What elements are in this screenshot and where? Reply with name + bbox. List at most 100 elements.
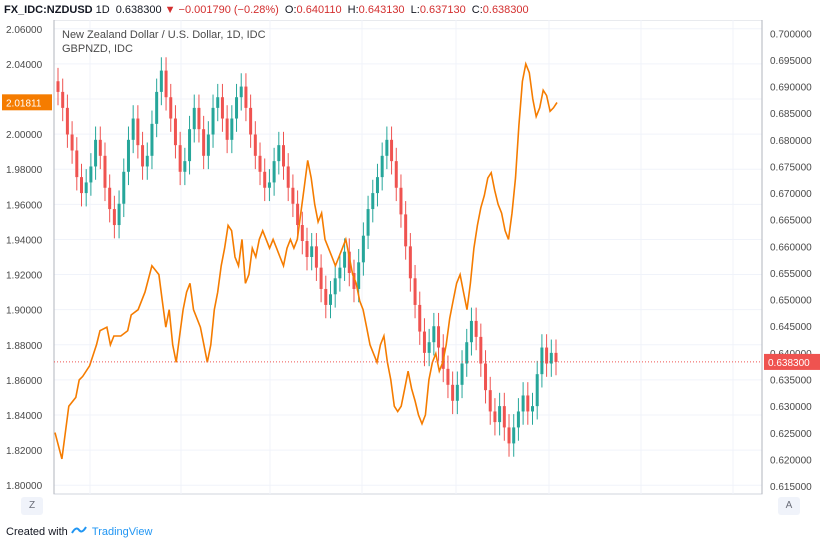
right-axis-tick: 0.650000 (770, 296, 812, 307)
candle-body (310, 246, 314, 257)
candle-body (390, 139, 394, 162)
last-price: 0.638300 (115, 4, 162, 16)
candle-body (446, 368, 450, 385)
candle-body (230, 118, 234, 140)
legend-compare-series[interactable]: GBPNZD, IDC (62, 43, 133, 55)
candle-body (469, 320, 473, 343)
candle-body (192, 107, 196, 130)
candle-body (79, 177, 83, 194)
candle-body (554, 352, 558, 362)
candle-body (531, 406, 535, 412)
candle-body (188, 129, 192, 162)
candle-body (357, 262, 361, 289)
candle-body (197, 107, 201, 130)
candle-body (98, 139, 102, 156)
candle-body (328, 294, 332, 305)
candle-body (314, 246, 318, 268)
current-price-label: 0.638300 (768, 358, 810, 369)
candle-body (263, 171, 267, 188)
candle-body (479, 336, 483, 364)
close-label: C: (471, 4, 483, 16)
candle-body (549, 352, 553, 364)
price-change: −0.001790 (−0.28%) (178, 4, 279, 16)
candle-body (427, 342, 431, 353)
right-axis-tick: 0.685000 (770, 109, 812, 120)
candle-body (535, 374, 539, 407)
candle-body (474, 320, 478, 337)
candle-body (183, 161, 187, 172)
tradingview-link[interactable]: TradingView (91, 526, 153, 538)
left-axis-tick: 2.06000 (6, 25, 43, 36)
candle-body (352, 272, 356, 289)
candle-body (437, 326, 441, 348)
candle-body (305, 241, 309, 257)
candle-body (375, 177, 379, 194)
candle-body (347, 251, 351, 273)
candle-body (272, 161, 276, 183)
compare-price-label: 2.01811 (6, 98, 42, 109)
candle-body (249, 107, 253, 135)
candle-body (75, 150, 79, 178)
candle-body (65, 107, 69, 135)
candle-body (333, 278, 337, 295)
right-axis-tick: 0.690000 (770, 83, 812, 94)
candle-body (498, 406, 502, 423)
candle-body (235, 97, 239, 119)
candle-body (516, 411, 520, 428)
candle-body (343, 251, 347, 268)
right-axis-tick: 0.670000 (770, 189, 812, 200)
candle-body (216, 97, 220, 108)
candle-body (484, 363, 488, 391)
right-axis-tick: 0.645000 (770, 322, 812, 333)
candle-body (202, 129, 206, 156)
candle-body (159, 70, 163, 92)
left-axis-tick: 1.96000 (6, 200, 43, 211)
left-axis-tick: 1.80000 (6, 481, 43, 492)
candle-body (253, 134, 257, 156)
open-label: O: (284, 4, 297, 16)
close-value: 0.638300 (482, 4, 529, 16)
candle-body (108, 187, 112, 210)
candle-body (371, 193, 375, 210)
legend-main-series[interactable]: New Zealand Dollar / U.S. Dollar, 1D, ID… (62, 29, 266, 41)
auto-scale-toggle[interactable]: A (778, 497, 800, 515)
candle-body (103, 155, 107, 188)
candle-body (112, 209, 116, 226)
candle-body (61, 91, 65, 108)
candle-body (169, 97, 173, 119)
high-label: H: (347, 4, 359, 16)
candle-body (324, 288, 328, 305)
price-chart[interactable]: 2.060002.040002.020002.000001.980001.960… (0, 20, 821, 500)
tradingview-logo-icon (70, 526, 90, 538)
candle-body (493, 411, 497, 423)
candle-body (455, 384, 459, 401)
compare-series-line (54, 61, 558, 460)
low-value: 0.637130 (419, 4, 466, 16)
candle-body (267, 182, 271, 188)
symbol-name[interactable]: FX_IDC:NZDUSD (4, 4, 93, 16)
log-scale-toggle[interactable]: Z (21, 497, 43, 515)
left-axis-tick: 1.94000 (6, 235, 43, 246)
candle-body (502, 406, 506, 428)
candle-body (94, 139, 98, 167)
interval[interactable]: 1D (95, 4, 110, 16)
right-axis-tick: 0.695000 (770, 56, 812, 67)
candle-body (422, 331, 426, 353)
candle-body (385, 139, 389, 156)
candle-body (173, 118, 177, 146)
candle-body (404, 214, 408, 247)
right-axis-tick: 0.655000 (770, 269, 812, 280)
candle-body (465, 342, 469, 364)
candle-body (211, 107, 215, 135)
chart-legend: New Zealand Dollar / U.S. Dollar, 1D, ID… (62, 28, 266, 56)
compare-price-badge (2, 94, 52, 111)
candle-body (460, 363, 464, 385)
candle-body (432, 326, 436, 343)
candle-body (258, 155, 262, 172)
candle-body (206, 134, 210, 156)
candle-body (394, 161, 398, 188)
right-axis-tick: 0.615000 (770, 482, 812, 493)
candle-body (380, 155, 384, 178)
right-axis-tick: 0.700000 (770, 29, 812, 40)
candle-body (361, 235, 365, 263)
